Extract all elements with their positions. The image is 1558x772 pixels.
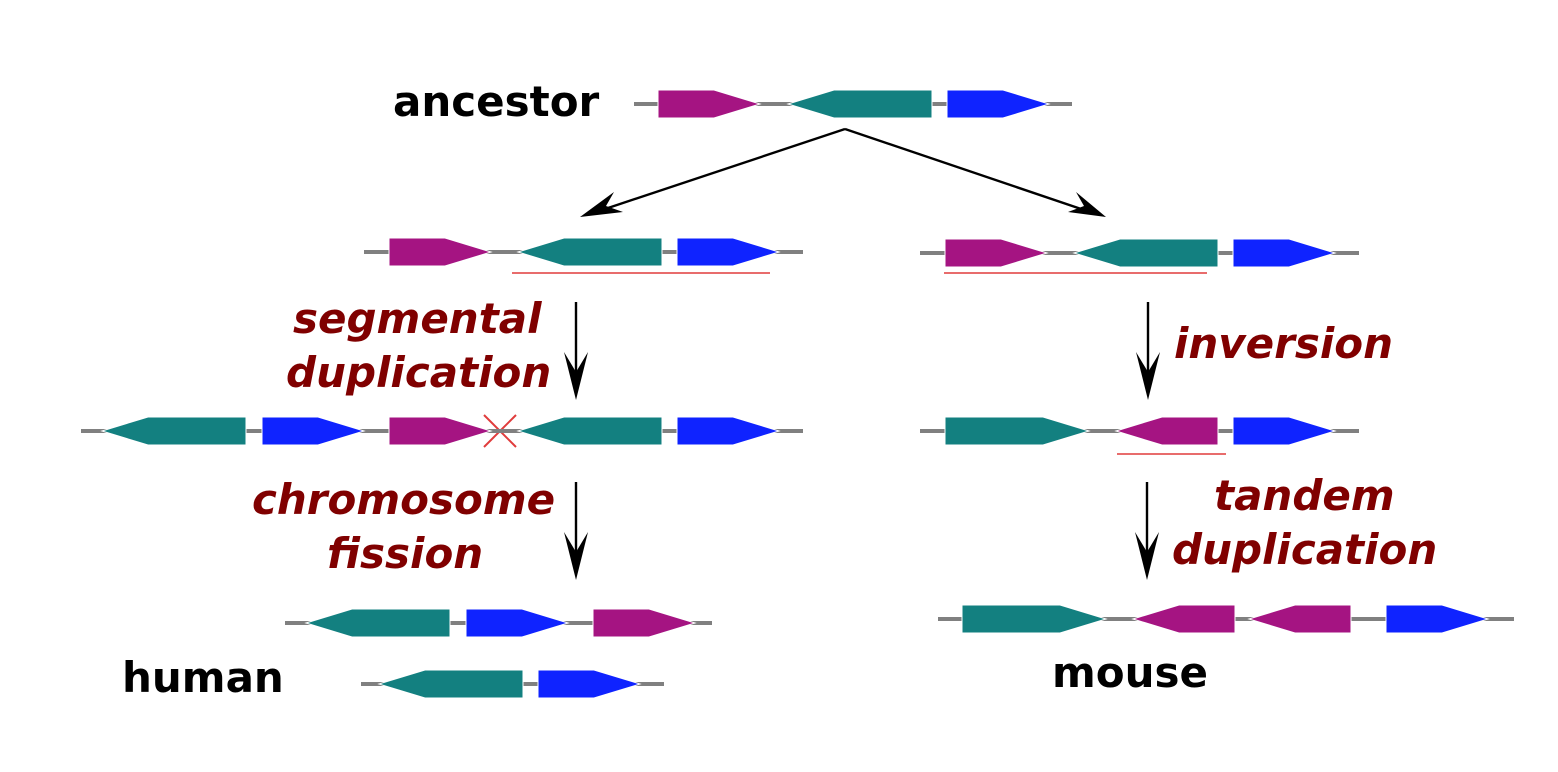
segmental-label: segmental [293, 294, 542, 343]
right-branch-line [844, 127, 1091, 214]
mouse-chr-gene-4-blue [1385, 604, 1490, 634]
ancestor-label: ancestor [393, 77, 600, 126]
left-stage-1-gene-2-teal [516, 237, 663, 267]
fission-label: fission [327, 529, 483, 578]
right-stage-2-gene-2-magenta [1114, 416, 1219, 446]
highlight-underlines [512, 272, 1226, 455]
left-stage-1-gene-1-magenta [388, 237, 493, 267]
inversion-arrowhead [1136, 352, 1160, 400]
chromosomes [81, 89, 1514, 699]
chromosome-label: chromosome [252, 475, 555, 524]
human-chr-a-gene-1-teal [304, 608, 451, 638]
duplication-label-1: duplication [286, 348, 551, 397]
branch-arrows [580, 127, 1106, 217]
human-chr-b-gene-1-teal [377, 669, 524, 699]
ancestor-gene-3-blue [946, 89, 1051, 119]
human-label: human [122, 653, 284, 702]
mouse-chr-gene-2-magenta [1131, 604, 1236, 634]
tandem-arrowhead [1135, 532, 1159, 580]
right-stage-2-gene-1-teal [944, 416, 1091, 446]
right-stage-1-gene-2-teal [1072, 238, 1219, 268]
right-branch-arrowhead [1068, 192, 1106, 217]
left-stage-1-gene-3-blue [676, 237, 781, 267]
mouse-chr-gene-1-teal [961, 604, 1108, 634]
left-branch-arrowhead [580, 192, 623, 217]
left-stage-2-gene-2-blue [261, 416, 366, 446]
left-stage-1-chromosome [364, 237, 803, 267]
step-arrows [564, 302, 1160, 580]
mouse-chr-chromosome [938, 604, 1514, 634]
human-chr-a-chromosome [285, 608, 712, 638]
left-branch-line [595, 127, 846, 214]
left-stage-2-gene-3-magenta [388, 416, 493, 446]
duplication-label-2: duplication [1172, 525, 1437, 574]
human-chr-a-gene-2-blue [465, 608, 570, 638]
left-stage-2-chromosome [81, 416, 803, 446]
left-stage-2-gene-1-teal [100, 416, 247, 446]
fission-arrowhead [564, 532, 588, 580]
right-stage-1-chromosome [920, 238, 1359, 268]
right-stage-1-gene-3-blue [1232, 238, 1337, 268]
ancestor-gene-1-magenta [657, 89, 762, 119]
segdup-arrowhead [564, 352, 588, 400]
right-stage-2-chromosome [920, 416, 1359, 446]
human-chr-b-gene-2-blue [537, 669, 642, 699]
ancestor-chromosome [634, 89, 1072, 119]
tandem-label: tandem [1214, 471, 1395, 520]
human-chr-b-chromosome [361, 669, 664, 699]
ancestor-gene-2-teal [786, 89, 933, 119]
right-stage-1-gene-1-magenta [944, 238, 1049, 268]
inversion-label: inversion [1174, 319, 1393, 368]
right-stage-2-gene-3-blue [1232, 416, 1337, 446]
human-chr-a-gene-3-magenta [592, 608, 697, 638]
mouse-chr-gene-3-magenta [1247, 604, 1352, 634]
mouse-label: mouse [1052, 648, 1208, 697]
left-stage-2-gene-5-blue [676, 416, 781, 446]
left-stage-2-gene-4-teal [516, 416, 663, 446]
